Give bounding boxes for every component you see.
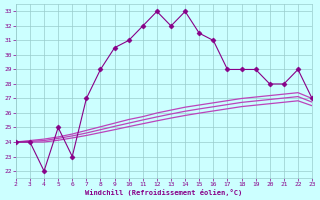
- X-axis label: Windchill (Refroidissement éolien,°C): Windchill (Refroidissement éolien,°C): [85, 189, 243, 196]
